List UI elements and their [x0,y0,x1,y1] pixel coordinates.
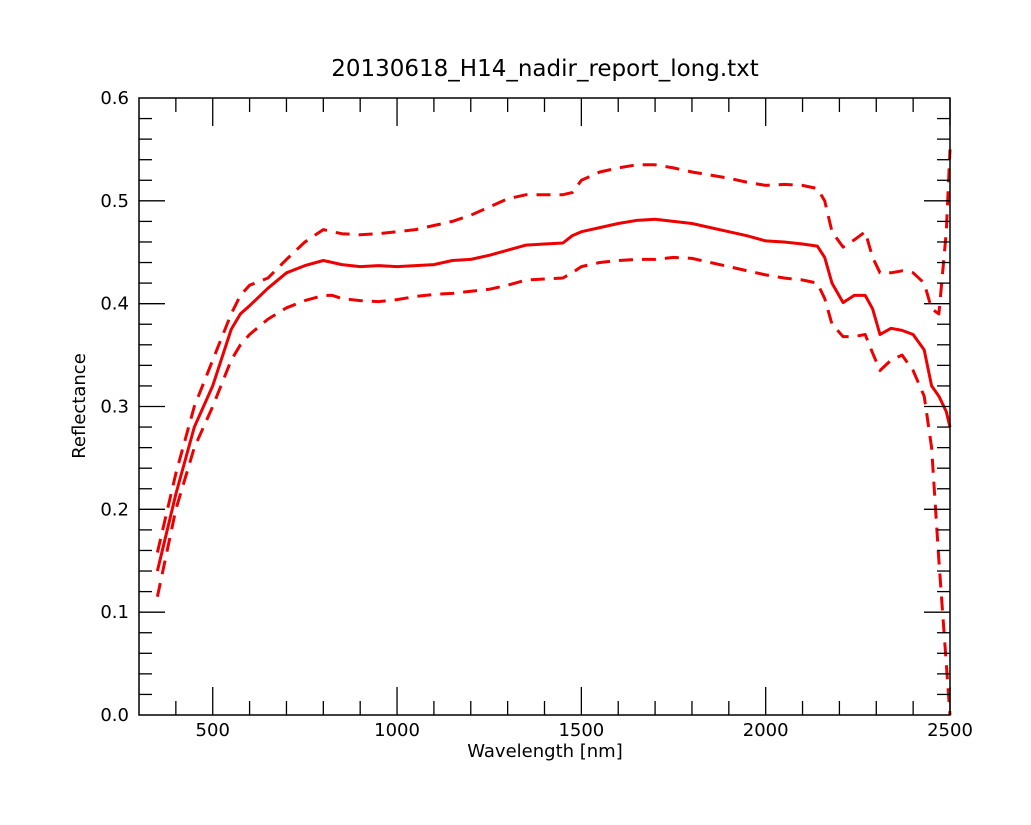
series-line-2 [155,149,952,553]
y-tick-label: 0.2 [100,499,129,520]
y-tick-label: 0.6 [100,88,129,109]
y-tick-label: 0.1 [100,602,129,623]
x-tick-label: 1000 [374,720,420,741]
y-tick-label: 0.3 [100,397,129,418]
x-tick-label: 1500 [558,720,604,741]
x-axis-title: Wavelength [nm] [467,741,623,762]
axes: 500 1000 1500 2000 2500 0.0 0.1 0.2 0.3 0.4 0.5 0.6 [100,88,973,741]
plot-area [155,149,952,716]
y-tick-label: 0.0 [100,705,129,726]
plot-frame [138,97,951,716]
chart-title: 20130618_H14_nadir_report_long.txt [331,56,759,82]
x-tick-label: 500 [196,720,230,741]
y-tick-label: 0.5 [100,191,129,212]
x-tick-label: 2000 [743,720,789,741]
series-line-1 [155,217,952,572]
series-line-3 [155,255,952,716]
y-tick-label: 0.4 [100,294,129,315]
y-axis-title: Reflectance [69,353,90,459]
x-tick-label: 2500 [927,720,973,741]
